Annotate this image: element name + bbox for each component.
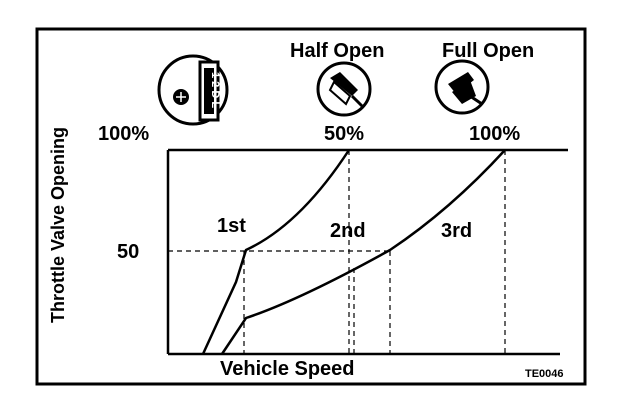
gear-label-2nd: 2nd [330,220,366,242]
gear-label-3rd: 3rd [441,220,472,242]
gear-label-1st: 1st [217,215,246,237]
half-open-value: 50% [324,123,364,145]
outer-frame [35,27,587,386]
half-open-throttle-icon [316,61,372,117]
svg-text:1 2 D L: 1 2 D L [209,72,221,108]
chart-axes [166,148,568,356]
shift-curve-2-3 [220,149,506,355]
shift-curve-1-2 [201,149,351,355]
x-axis-label: Vehicle Speed [220,358,355,380]
y-tick-100: 100% [98,123,149,145]
y-tick-50: 50 [117,241,139,263]
full-open-label: Full Open [442,40,534,62]
figure-code: TE0046 [525,368,564,380]
full-open-throttle-icon [434,59,490,115]
full-open-value: 100% [469,123,520,145]
dashed-guides [168,150,506,354]
y-axis-label: Throttle Valve Opening [48,127,68,323]
shift-position-gauge-icon: 1 2 D L [157,54,229,126]
half-open-label: Half Open [290,40,384,62]
